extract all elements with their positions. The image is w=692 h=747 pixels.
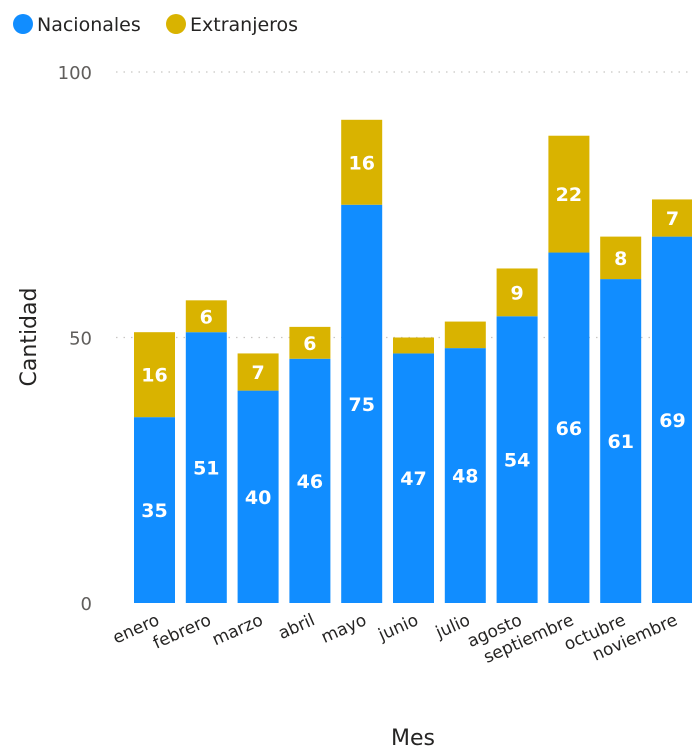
data-label: 75 [348,394,374,416]
bar-segment[interactable] [496,316,538,603]
bar-segment[interactable] [237,353,279,391]
legend: Nacionales Extranjeros [13,14,298,36]
data-label: 61 [607,431,633,453]
data-label: 22 [556,184,582,206]
data-label: 48 [452,466,478,488]
data-label: 46 [297,471,323,493]
y-tick-label: 100 [58,63,92,84]
bar-segment[interactable] [134,332,175,418]
legend-swatch-extranjeros [166,14,186,34]
gridlines [116,71,692,339]
x-tick-label: marzo [209,610,266,650]
x-tick-label: febrero [150,610,214,653]
legend-label-extranjeros: Extranjeros [190,14,298,36]
y-axis-ticks: 0 50 100 [58,63,92,615]
data-label: 51 [193,458,219,480]
data-label: 54 [504,450,530,472]
bar-segment[interactable] [600,236,642,280]
x-tick-label: junio [375,610,422,646]
bar-segment[interactable] [289,326,331,359]
y-axis-title: Cantidad [17,288,42,387]
x-tick-label: mayo [318,610,369,648]
legend-label-nacionales: Nacionales [37,14,141,36]
y-tick-label: 0 [81,594,92,615]
legend-swatch-nacionales [13,14,33,34]
x-axis-title: Mes [391,726,435,747]
bar-segment[interactable] [393,337,434,354]
bar-segment[interactable] [185,332,227,603]
data-label: 40 [245,487,271,509]
bar-segment[interactable] [600,279,642,603]
bar-segment[interactable] [341,204,383,603]
data-label: 47 [400,468,426,490]
bar-segment[interactable] [237,390,279,603]
bar-segment[interactable] [341,119,383,205]
data-label: 69 [659,410,685,432]
bar-segment[interactable] [548,252,590,604]
bar-segment[interactable] [548,135,590,253]
x-tick-label: abril [275,610,318,644]
bar-segment[interactable] [444,348,486,603]
data-label: 7 [666,208,679,230]
data-label: 9 [510,282,523,304]
data-label: 8 [614,248,627,270]
bar-segment[interactable] [134,417,175,603]
data-label: 7 [251,362,264,384]
bar-segment[interactable] [496,268,538,317]
data-label: 6 [200,306,213,328]
bar-segment[interactable] [289,358,331,603]
legend-item-extranjeros[interactable]: Extranjeros [166,14,298,36]
y-tick-label: 50 [69,329,92,350]
bar-segment[interactable] [444,321,486,349]
data-label: 35 [141,500,167,522]
data-label: 6 [303,333,316,355]
bar-segment[interactable] [393,353,434,603]
bar-segment[interactable] [185,300,227,333]
bar-segment[interactable] [652,236,692,604]
bar-segment[interactable] [652,199,692,237]
legend-item-nacionales[interactable]: Nacionales [13,14,141,36]
data-labels: 35 16 51 6 40 7 46 6 75 16 47 48 54 9 66 22 61 8 69 7 [141,152,685,522]
data-label: 16 [141,365,167,387]
bars [134,119,692,604]
data-label: 16 [348,152,374,174]
data-label: 66 [556,418,582,440]
